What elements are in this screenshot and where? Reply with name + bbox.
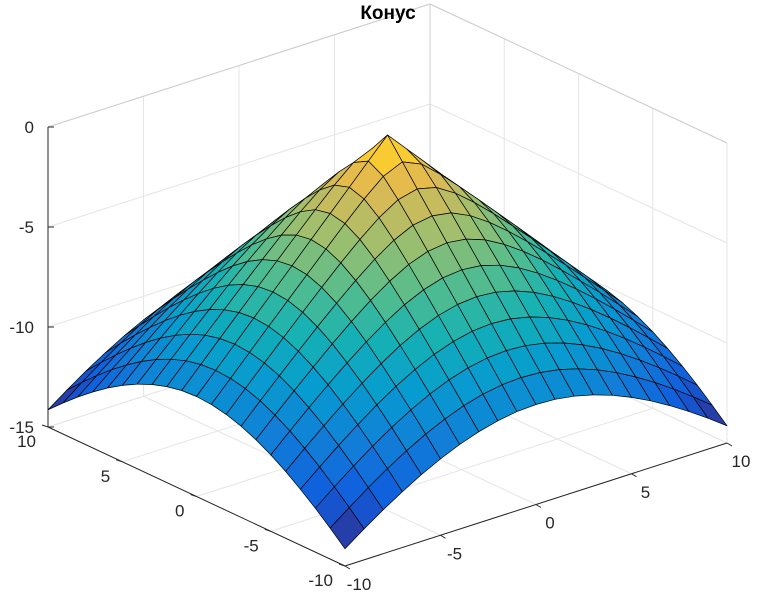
y-tick-mark bbox=[338, 563, 346, 567]
x-tick-mark bbox=[344, 565, 351, 570]
back-wall-gridline-z bbox=[47, 103, 431, 228]
x-tick-mark bbox=[440, 534, 446, 539]
y-tick-mark bbox=[264, 528, 271, 532]
y-tick-label: 5 bbox=[101, 467, 110, 486]
y-tick-label: -10 bbox=[308, 571, 333, 590]
y-tick-mark bbox=[190, 494, 197, 497]
y-tick-mark bbox=[41, 424, 49, 428]
x-tick-label: 10 bbox=[732, 452, 751, 471]
z-tick-label: 0 bbox=[25, 118, 34, 137]
surface-patch bbox=[329, 507, 365, 550]
chart-title: Конус bbox=[360, 3, 416, 24]
x-tick-mark bbox=[631, 473, 637, 478]
z-tick-label: -15 bbox=[9, 418, 34, 437]
x-tick-label: 0 bbox=[545, 514, 554, 533]
x-tick-label: -5 bbox=[447, 544, 462, 563]
x-tick-label: 5 bbox=[641, 483, 650, 502]
surface-mesh bbox=[47, 134, 728, 550]
box-edge bbox=[429, 3, 728, 144]
box-edge bbox=[47, 3, 431, 128]
y-tick-label: -5 bbox=[244, 536, 259, 555]
x-tick-mark bbox=[726, 442, 733, 447]
x-tick-label: -10 bbox=[347, 575, 372, 594]
z-tick-label: -10 bbox=[9, 318, 34, 337]
y-tick-label: 0 bbox=[175, 502, 184, 521]
z-tick-label: -5 bbox=[19, 218, 34, 237]
y-tick-label: 10 bbox=[17, 432, 36, 451]
side-wall-gridline-z bbox=[429, 103, 728, 244]
x-tick-mark bbox=[535, 504, 542, 508]
axes-layer bbox=[41, 126, 733, 570]
y-tick-mark bbox=[116, 459, 123, 463]
